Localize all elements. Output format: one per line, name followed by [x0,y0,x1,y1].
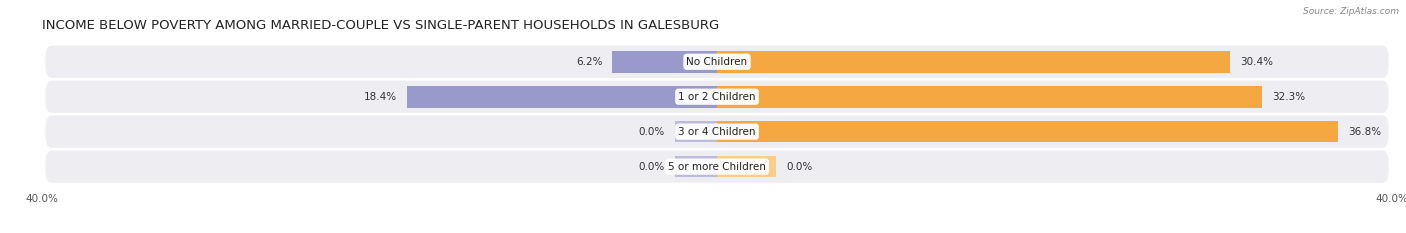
Text: 0.0%: 0.0% [638,162,665,171]
Legend: Married Couples, Single Parents: Married Couples, Single Parents [609,232,825,233]
Text: 30.4%: 30.4% [1240,57,1272,67]
Bar [613,51,717,73]
Bar [406,86,717,108]
Text: 3 or 4 Children: 3 or 4 Children [678,127,756,137]
FancyBboxPatch shape [45,46,1389,78]
Text: 1 or 2 Children: 1 or 2 Children [678,92,756,102]
Bar [675,121,717,142]
Text: 0.0%: 0.0% [786,162,813,171]
Text: No Children: No Children [686,57,748,67]
Bar [717,86,1263,108]
Text: INCOME BELOW POVERTY AMONG MARRIED-COUPLE VS SINGLE-PARENT HOUSEHOLDS IN GALESBU: INCOME BELOW POVERTY AMONG MARRIED-COUPL… [42,19,720,32]
Text: Source: ZipAtlas.com: Source: ZipAtlas.com [1303,7,1399,16]
Text: 6.2%: 6.2% [576,57,602,67]
Bar [717,51,1230,73]
Bar [717,156,776,178]
Text: 5 or more Children: 5 or more Children [668,162,766,171]
Text: 18.4%: 18.4% [363,92,396,102]
Text: 36.8%: 36.8% [1348,127,1381,137]
FancyBboxPatch shape [45,81,1389,113]
FancyBboxPatch shape [45,116,1389,148]
Text: 0.0%: 0.0% [638,127,665,137]
Bar [675,156,717,178]
Bar [717,121,1339,142]
FancyBboxPatch shape [45,151,1389,183]
Text: 32.3%: 32.3% [1272,92,1305,102]
